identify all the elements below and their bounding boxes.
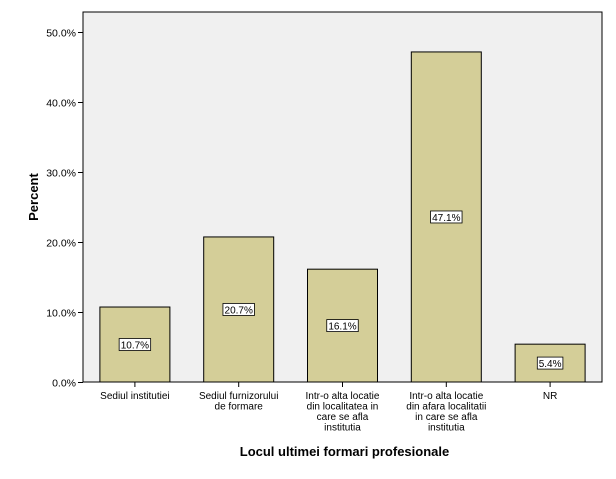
y-tick-label: 20.0% <box>46 238 76 250</box>
data-label-box <box>326 319 359 332</box>
data-label: 47.1% <box>430 210 463 224</box>
bars: 10.7% 20.7% 16.1% 47.1% 5.4% <box>99 51 586 383</box>
data-label: 20.7% <box>222 303 255 316</box>
data-label-box <box>222 303 255 316</box>
data-label-text: 10.7% <box>121 341 149 352</box>
y-tick-label: 10.0% <box>46 308 76 320</box>
x-tick-label: Sediul furnizorului de formare <box>199 391 279 413</box>
y-tick-label: 30.0% <box>46 168 76 180</box>
data-label: 10.7% <box>118 338 152 352</box>
y-tick-label: 50.0% <box>46 28 76 40</box>
y-tick-label: 40.0% <box>46 98 76 110</box>
x-tick-label: Intr-o alta locatie din afara localitatii… <box>406 391 486 434</box>
x-tick-label: Sediul institutiei <box>100 391 169 402</box>
x-tick-label: NR <box>543 391 557 402</box>
x-axis: Sediul institutiei Sediul furnizorului de … <box>100 382 557 434</box>
data-label-text: 5.4% <box>539 359 562 370</box>
data-label: 5.4% <box>536 356 564 370</box>
y-tick-label: 0.0% <box>52 378 76 390</box>
y-axis-title: Percent <box>26 172 41 220</box>
y-axis: 0.0% 10.0% 20.0% 30.0% 40.0% 50.0% <box>46 28 83 390</box>
data-label: 16.1% <box>326 319 359 333</box>
data-label-box <box>536 356 564 370</box>
data-label-text: 16.1% <box>328 322 356 333</box>
data-label-box <box>430 210 463 224</box>
data-label-text: 20.7% <box>225 305 253 316</box>
x-axis-title: Locul ultimei formari profesionale <box>240 444 449 459</box>
data-label-box <box>118 338 152 351</box>
data-label-text: 47.1% <box>432 213 460 224</box>
x-tick-label: Intr-o alta locatie din localitatea in car… <box>306 391 380 434</box>
